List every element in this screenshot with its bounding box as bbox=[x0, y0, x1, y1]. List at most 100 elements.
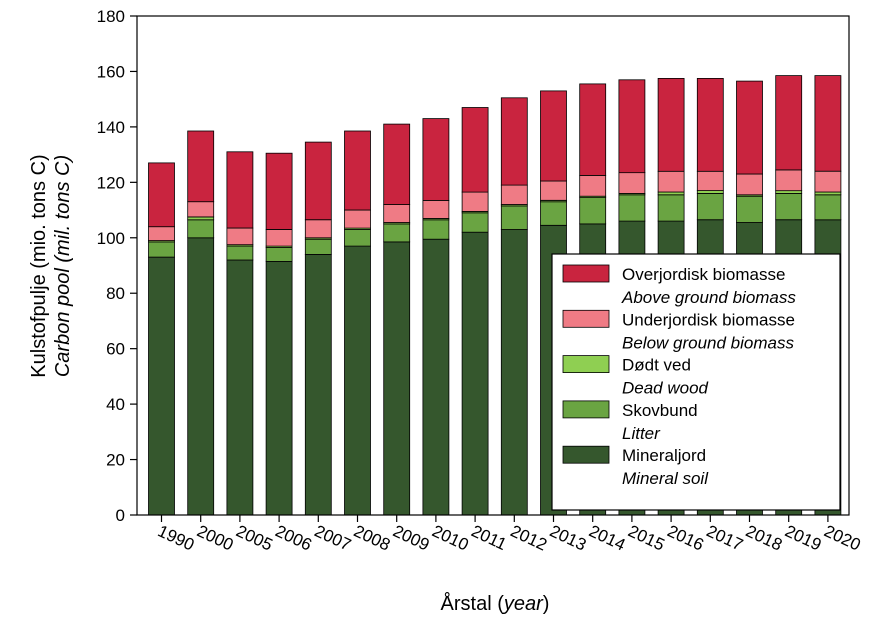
y-tick-label: 180 bbox=[97, 7, 125, 26]
bar-segment-2007-s1 bbox=[304, 238, 332, 255]
bar-segment-2016-s4 bbox=[657, 78, 685, 172]
y-tick-label: 120 bbox=[97, 173, 125, 192]
x-axis-title: Årstal (year) bbox=[441, 592, 550, 615]
bar-segment-2011-s4 bbox=[461, 107, 489, 193]
legend-label-english: Dead wood bbox=[622, 379, 709, 398]
bar-segment-2014-s4 bbox=[579, 83, 607, 176]
bar-segment-2008-s0 bbox=[344, 245, 371, 516]
bar-segment-2009-s1 bbox=[383, 223, 411, 243]
bar-segment-2013-s3 bbox=[540, 180, 567, 201]
x-tick-label: 2014 bbox=[586, 521, 628, 554]
bar-segment-2000-s4 bbox=[187, 130, 215, 203]
bar-segment-2019-s1 bbox=[775, 192, 803, 221]
bar-segment-2000-s1 bbox=[187, 219, 215, 239]
bar-segment-2007-s3 bbox=[304, 219, 332, 239]
bar-segment-2020-s3 bbox=[814, 170, 842, 193]
x-tick-label: 2005 bbox=[233, 521, 275, 554]
x-tick-label: 2017 bbox=[704, 521, 746, 554]
y-tick-label: 60 bbox=[106, 340, 125, 359]
bar-segment-2009-s0 bbox=[383, 241, 411, 516]
y-tick-label: 160 bbox=[97, 62, 125, 81]
x-tick-label: 2000 bbox=[194, 521, 236, 554]
bar-segment-2010-s4 bbox=[422, 118, 450, 201]
bar-segment-2015-s3 bbox=[618, 172, 646, 194]
y-tick-label: 100 bbox=[97, 229, 125, 248]
bar-segment-2009-s4 bbox=[383, 123, 411, 205]
bar-segment-1990-s1 bbox=[148, 241, 175, 258]
bar-segment-1990-s4 bbox=[148, 162, 175, 228]
y-tick-label: 20 bbox=[106, 451, 125, 470]
bar-segment-1990-s3 bbox=[148, 226, 175, 241]
x-tick-label: 2015 bbox=[625, 521, 667, 554]
bar-segment-2020-s4 bbox=[814, 75, 842, 172]
x-tick-label: 2011 bbox=[468, 521, 509, 554]
y-tick-label: 80 bbox=[106, 284, 125, 303]
x-tick-label: 2010 bbox=[429, 521, 471, 554]
bar-segment-2017-s3 bbox=[696, 170, 724, 191]
bar-segment-2010-s1 bbox=[422, 219, 450, 240]
plot-frame bbox=[136, 15, 850, 516]
bar-segment-2005-s3 bbox=[226, 227, 254, 246]
legend-swatch bbox=[562, 309, 610, 328]
bar-segment-2008-s1 bbox=[344, 229, 371, 247]
bar-segment-2013-s1 bbox=[540, 201, 567, 226]
legend-swatch bbox=[562, 445, 610, 464]
legend-label: Mineraljord bbox=[622, 446, 706, 465]
bar-segment-2000-s2 bbox=[187, 216, 215, 221]
x-tick-label: 2009 bbox=[390, 521, 432, 554]
bar-segment-2006-s4 bbox=[265, 152, 293, 230]
legend-swatch bbox=[562, 264, 610, 283]
legend-label-english: Litter bbox=[622, 424, 661, 443]
x-tick-label: 2013 bbox=[547, 521, 589, 554]
bar-segment-2006-s0 bbox=[265, 260, 293, 516]
bar-segment-2015-s4 bbox=[618, 79, 646, 174]
x-tick-label: 2018 bbox=[743, 521, 785, 554]
bar-segment-2012-s3 bbox=[500, 184, 528, 205]
legend-label-english: Mineral soil bbox=[622, 469, 709, 488]
bar-segment-2016-s1 bbox=[657, 194, 685, 222]
bar-segment-1990-s0 bbox=[148, 256, 175, 516]
bar-segment-2011-s0 bbox=[461, 231, 489, 516]
bar-segment-2005-s1 bbox=[226, 245, 254, 261]
bar-segment-2000-s3 bbox=[187, 201, 215, 218]
legend-label-english: Above ground biomass bbox=[621, 288, 796, 307]
legend-swatch bbox=[562, 400, 610, 419]
bar-segment-2011-s3 bbox=[461, 191, 489, 212]
bar-segment-2016-s3 bbox=[657, 170, 685, 193]
x-tick-label: 2006 bbox=[272, 521, 314, 554]
bar-segment-2010-s3 bbox=[422, 199, 450, 219]
legend: Overjordisk biomasse Above ground biomass… bbox=[551, 253, 841, 511]
legend-label: Skovbund bbox=[622, 401, 698, 420]
y-axis-title-english: Carbon pool (mil. tons C) bbox=[52, 155, 74, 377]
y-tick-label: 0 bbox=[116, 506, 125, 525]
bar-segment-2013-s4 bbox=[540, 90, 567, 182]
x-tick-label: 2008 bbox=[351, 521, 393, 554]
bar-segment-2011-s1 bbox=[461, 212, 489, 233]
x-tick-label: 2007 bbox=[312, 521, 354, 554]
bar-segment-2005-s4 bbox=[226, 151, 254, 229]
bar-segment-2016-s2 bbox=[657, 191, 685, 196]
bar-segment-2010-s0 bbox=[422, 238, 450, 516]
bar-segment-2005-s0 bbox=[226, 259, 254, 516]
bar-segment-2012-s1 bbox=[500, 205, 528, 230]
x-tick-label: 2020 bbox=[821, 521, 863, 554]
x-tick-label: 2016 bbox=[664, 521, 706, 554]
x-tick-label: 2012 bbox=[508, 521, 550, 554]
bar-segment-2014-s1 bbox=[579, 197, 607, 225]
bar-segment-2006-s1 bbox=[265, 247, 293, 262]
bar-segment-2009-s3 bbox=[383, 204, 411, 223]
bar-segment-2020-s2 bbox=[814, 191, 842, 196]
y-axis-title: Kulstofpulje (mio. tons C) bbox=[28, 154, 50, 377]
y-tick-label: 40 bbox=[106, 395, 125, 414]
bar-segment-2015-s1 bbox=[618, 194, 646, 222]
legend-box bbox=[551, 253, 841, 511]
bar-segment-2018-s4 bbox=[736, 80, 763, 175]
bar-segment-2017-s2 bbox=[696, 190, 724, 194]
bar-segment-2014-s3 bbox=[579, 174, 607, 197]
bar-segment-2006-s3 bbox=[265, 229, 293, 247]
bar-segment-2017-s1 bbox=[696, 192, 724, 221]
legend-swatch bbox=[562, 355, 610, 374]
bar-segment-2000-s0 bbox=[187, 237, 215, 516]
